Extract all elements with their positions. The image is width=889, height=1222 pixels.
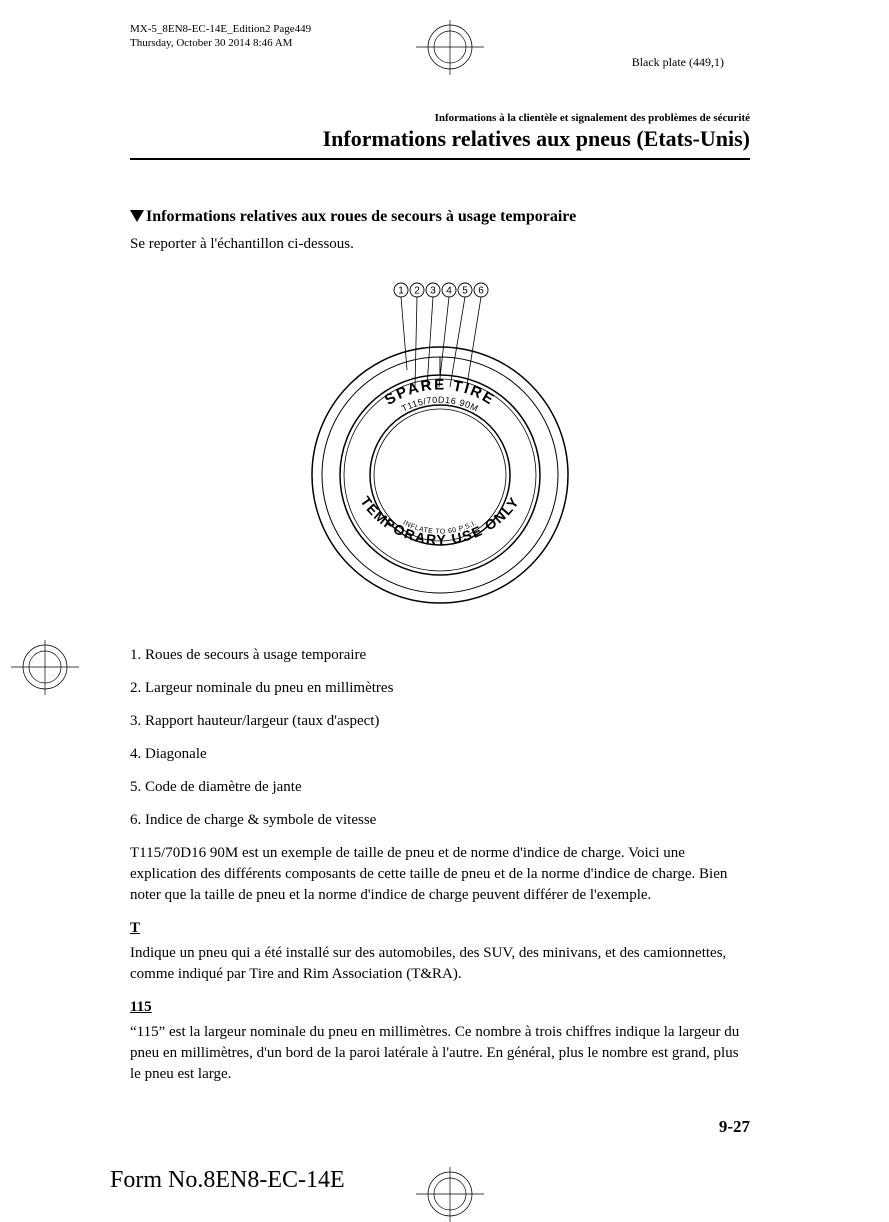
intro-text: Se reporter à l'échantillon ci-dessous. xyxy=(130,234,750,255)
explanation-paragraph: T115/70D16 90M est un exemple de taille … xyxy=(130,843,750,906)
list-item: 5. Code de diamètre de jante xyxy=(130,777,750,798)
spare-tire-diagram: SPARE TIRE T115/70D16 90M TEMPORARY USE … xyxy=(295,275,585,615)
super-heading: Informations à la clientèle et signaleme… xyxy=(130,112,750,124)
callout-4: 4 xyxy=(446,286,452,297)
section-heading: Informations relatives aux roues de seco… xyxy=(130,208,750,226)
page-number: 9-27 xyxy=(719,1117,750,1137)
triangle-icon xyxy=(130,210,144,222)
term-115-text: “115” est la largeur nominale du pneu en… xyxy=(130,1022,750,1085)
doc-timestamp: Thursday, October 30 2014 8:46 AM xyxy=(130,36,311,50)
callout-6: 6 xyxy=(478,286,484,297)
numbered-list: 1. Roues de secours à usage temporaire 2… xyxy=(130,645,750,831)
section-heading-text: Informations relatives aux roues de seco… xyxy=(146,208,576,225)
callout-2: 2 xyxy=(414,286,420,297)
list-item: 1. Roues de secours à usage temporaire xyxy=(130,645,750,666)
term-115-heading: 115 xyxy=(130,999,750,1016)
callout-1: 1 xyxy=(398,286,404,297)
registration-mark-left xyxy=(10,640,80,695)
document-metadata: MX-5_8EN8-EC-14E_Edition2 Page449 Thursd… xyxy=(130,22,311,51)
list-item: 4. Diagonale xyxy=(130,744,750,765)
main-heading: Informations relatives aux pneus (Etats-… xyxy=(130,126,750,160)
term-t-heading: T xyxy=(130,920,750,937)
callout-5: 5 xyxy=(462,286,468,297)
form-number: Form No.8EN8-EC-14E xyxy=(110,1167,345,1194)
tire-bottom-text: TEMPORARY USE ONLY xyxy=(357,493,522,547)
callout-3: 3 xyxy=(430,286,436,297)
list-item: 2. Largeur nominale du pneu en millimètr… xyxy=(130,678,750,699)
term-t-text: Indique un pneu qui a été installé sur d… xyxy=(130,943,750,985)
page-content: Informations à la clientèle et signaleme… xyxy=(130,112,750,1099)
list-item: 3. Rapport hauteur/largeur (taux d'aspec… xyxy=(130,711,750,732)
list-item: 6. Indice de charge & symbole de vitesse xyxy=(130,810,750,831)
registration-mark-bottom xyxy=(415,1167,485,1222)
svg-text:TEMPORARY USE ONLY: TEMPORARY USE ONLY xyxy=(357,493,522,547)
registration-mark-top xyxy=(415,20,485,75)
doc-id: MX-5_8EN8-EC-14E_Edition2 Page449 xyxy=(130,22,311,36)
plate-label: Black plate (449,1) xyxy=(632,55,724,70)
